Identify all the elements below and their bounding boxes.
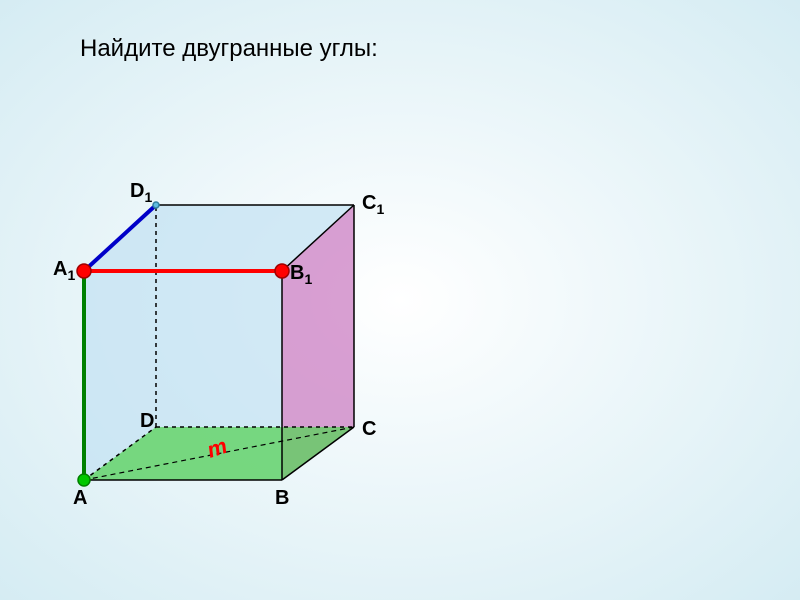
diagram-canvas: Найдите двугранные углы: m ABCDA1B1C1D1 — [0, 0, 800, 600]
vertex-label-C: C — [362, 418, 376, 441]
vertex-label-A: A — [73, 487, 87, 510]
vertex-label-D1: D1 — [130, 180, 152, 205]
vertex-label-B: B — [275, 487, 289, 510]
vertex-label-B1: B1 — [290, 262, 312, 287]
vertex-marker-D1 — [153, 202, 159, 208]
vertex-label-C1: C1 — [362, 192, 384, 217]
cube-svg: m — [0, 0, 800, 600]
vertex-label-A1: A1 — [53, 258, 75, 283]
vertex-marker-A — [78, 474, 90, 486]
vertex-marker-B1 — [275, 264, 289, 278]
vertex-marker-A1 — [77, 264, 91, 278]
vertex-label-D: D — [140, 410, 154, 433]
